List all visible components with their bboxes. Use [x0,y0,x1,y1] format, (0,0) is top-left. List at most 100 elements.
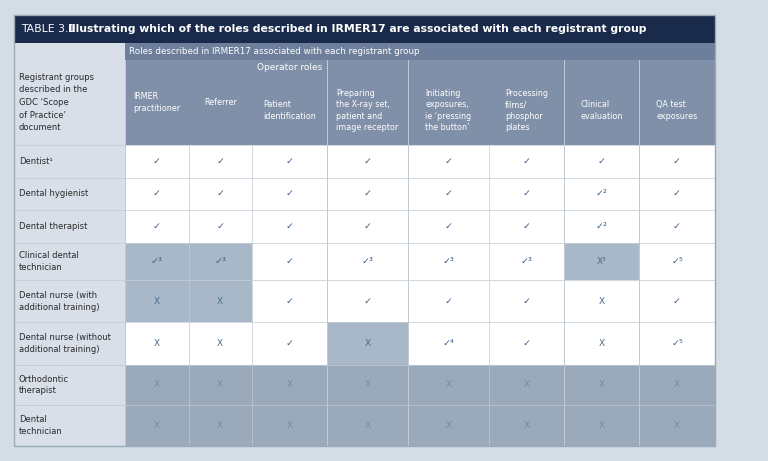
Bar [189,242,252,280]
Text: X: X [154,339,160,348]
Text: Patient
identification: Patient identification [263,100,316,121]
Bar [408,322,489,365]
Text: Orthodontic
therapist: Orthodontic therapist [19,375,69,396]
Bar [125,365,189,405]
Text: QA test
exposures: QA test exposures [657,100,697,121]
Text: ✓: ✓ [445,189,452,198]
Text: ✓: ✓ [286,257,293,266]
Text: X: X [154,380,160,390]
Text: X³: X³ [597,257,607,266]
Bar [252,177,327,210]
Text: X: X [365,421,371,430]
Bar [640,322,715,365]
Text: ✓: ✓ [363,297,372,306]
Bar [489,280,564,322]
Text: X: X [674,380,680,390]
Bar [15,145,125,177]
Text: ✓: ✓ [217,157,224,166]
Text: ✓³: ✓³ [214,257,227,266]
Bar [640,177,715,210]
Text: ✓: ✓ [445,297,452,306]
Bar [564,365,640,405]
Bar [327,60,408,145]
Bar [15,60,125,145]
Text: X: X [154,297,160,306]
Bar [489,365,564,405]
Text: Processing
films/
phosphor
plates: Processing films/ phosphor plates [505,89,548,132]
Bar [408,405,489,446]
Text: ✓: ✓ [522,222,531,231]
Text: ✓³: ✓³ [151,257,163,266]
Bar [564,280,640,322]
Bar [125,405,189,446]
Text: ✓: ✓ [286,157,293,166]
Bar [564,177,640,210]
Bar [15,210,125,242]
Bar [327,365,408,405]
Bar [15,242,715,280]
Bar [640,365,715,405]
Text: ✓: ✓ [286,222,293,231]
Bar [489,60,564,145]
Bar [15,242,125,280]
Text: ✓: ✓ [522,157,531,166]
Text: X: X [599,380,605,390]
Bar [252,322,327,365]
Text: Clinical
evaluation: Clinical evaluation [581,100,623,121]
Text: X: X [217,421,223,430]
Bar [15,145,715,177]
Bar [327,280,408,322]
Text: X: X [524,380,530,390]
Text: Initiating
exposures,
ie ‘pressing
the button’: Initiating exposures, ie ‘pressing the b… [425,89,472,132]
Bar [252,210,327,242]
Bar [564,60,640,145]
Text: ✓: ✓ [673,222,681,231]
Text: X: X [154,421,160,430]
Text: X: X [445,421,452,430]
Bar [327,145,408,177]
Bar [327,210,408,242]
Text: X: X [599,339,605,348]
Bar [252,280,327,322]
Text: ✓: ✓ [286,297,293,306]
Bar [189,177,252,210]
Text: ✓³: ✓³ [362,257,373,266]
Text: ✓: ✓ [153,189,161,198]
Text: Illustrating which of the roles described in IRMER17 are associated with each re: Illustrating which of the roles describe… [68,24,647,34]
Bar [15,405,715,446]
Bar [252,365,327,405]
Bar [408,365,489,405]
Bar [15,280,715,322]
Bar [327,177,408,210]
Bar [564,405,640,446]
Text: ✓²: ✓² [596,222,607,231]
Text: ✓: ✓ [363,189,372,198]
Text: ✓⁴: ✓⁴ [442,339,455,348]
Bar [252,60,327,145]
Bar [15,177,715,210]
Bar [15,365,125,405]
Bar [125,242,189,280]
Bar [408,145,489,177]
Text: ✓: ✓ [286,189,293,198]
Bar [15,322,125,365]
Bar [640,242,715,280]
Text: ✓: ✓ [598,157,606,166]
Bar [489,322,564,365]
Bar [15,15,715,43]
Bar [408,60,489,145]
Text: Operator roles: Operator roles [257,64,322,72]
Bar [640,405,715,446]
Text: ✓²: ✓² [596,189,607,198]
Text: Dental therapist: Dental therapist [19,222,88,231]
Bar [408,210,489,242]
Text: ✓: ✓ [673,157,681,166]
Bar [252,405,327,446]
Bar [408,177,489,210]
Text: X: X [674,421,680,430]
Bar [125,322,189,365]
Bar [125,280,189,322]
Text: X: X [599,421,605,430]
Text: ✓: ✓ [673,297,681,306]
Bar [640,280,715,322]
